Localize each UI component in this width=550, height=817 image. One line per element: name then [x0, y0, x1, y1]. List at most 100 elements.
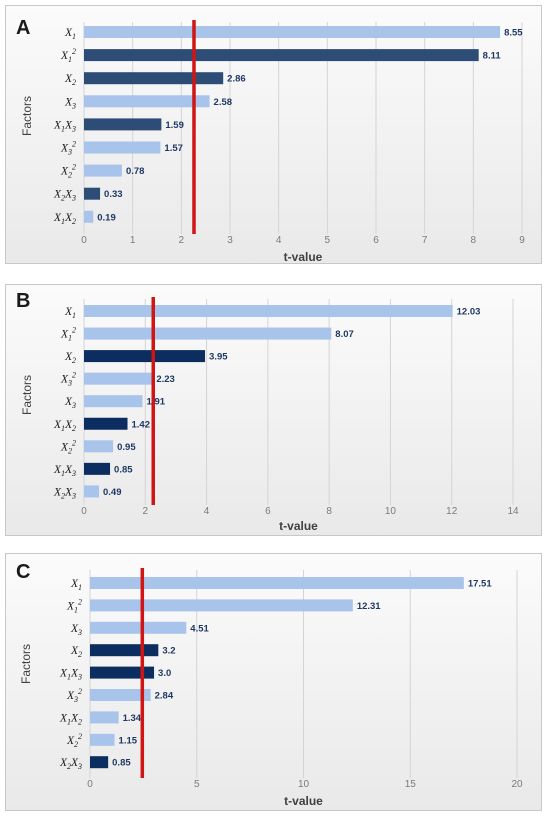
bar-x2: [90, 644, 159, 657]
data-label: 0.33: [104, 189, 123, 200]
bar-x2sq2: [84, 164, 122, 177]
data-label: 8.11: [483, 51, 502, 62]
bar-x2x3: [90, 756, 109, 769]
x-tick-label: 4: [276, 235, 282, 246]
category-label: X1X3​: [59, 668, 82, 682]
data-label: 1.59: [165, 120, 184, 131]
data-label: 0.95: [117, 442, 136, 453]
category-label: X1X3​: [53, 464, 76, 478]
category-label: X22​: [60, 438, 76, 455]
category-label: X2​: [64, 351, 76, 365]
panel-letter-b: B: [16, 290, 30, 312]
data-label: 2.58: [214, 97, 233, 108]
x-tick-label: 10: [298, 779, 310, 790]
x-tick-label: 20: [511, 779, 523, 790]
x-tick-label: 4: [204, 506, 210, 517]
bar-x1sq2: [84, 49, 479, 62]
data-label: 8.07: [335, 329, 354, 340]
bar-x1: [84, 26, 501, 38]
bar-x2sq2: [84, 440, 114, 453]
x-axis-title: t-value: [284, 794, 323, 808]
x-tick-label: 10: [385, 506, 397, 517]
x-tick-label: 14: [507, 506, 519, 517]
data-label: 12.31: [357, 601, 381, 612]
category-label: X1​: [70, 578, 82, 592]
data-label: 12.03: [457, 307, 481, 318]
bar-x3sq2: [84, 372, 153, 385]
bar-x1x3: [90, 666, 155, 679]
data-label: 0.19: [97, 212, 116, 223]
category-label: X1​: [64, 306, 76, 320]
category-label: X1​: [64, 27, 76, 41]
data-label: 1.57: [164, 143, 183, 154]
bar-x1x2: [84, 417, 128, 430]
bar-x1: [90, 577, 464, 589]
data-label: 2.86: [227, 74, 246, 85]
data-label: 1.15: [119, 735, 138, 746]
bar-x1x3: [84, 462, 111, 475]
data-label: 3.0: [158, 668, 171, 679]
data-label: 1.91: [147, 397, 166, 408]
x-tick-label: 5: [194, 779, 200, 790]
category-label: X1X2​: [53, 212, 76, 226]
bar-x2: [84, 350, 206, 363]
bar-x2sq2: [90, 733, 115, 746]
x-tick-label: 1: [130, 235, 136, 246]
x-axis-title: t-value: [284, 250, 323, 264]
category-label: X3​: [64, 96, 76, 110]
x-tick-label: 2: [179, 235, 185, 246]
chart-svg-c: C 0 5 10 15 20 X1​ 17.51 X12​ 12.31 X3​ 4.51 X2​ 3.2 X…: [16, 561, 523, 808]
x-tick-label: 0: [87, 779, 93, 790]
data-label: 8.55: [504, 28, 523, 39]
x-tick-label: 0: [81, 235, 87, 246]
bar-x1x3: [84, 118, 162, 131]
bar-x3sq2: [84, 141, 161, 154]
bar-x1x2: [90, 711, 119, 724]
category-label: X1X3​: [53, 119, 76, 133]
category-label: X22​: [60, 163, 76, 180]
chart-panel-a: A 0 1 2 3 4 5 6 7 8 9 X1​ 8.55 X12​ 8.11 X2​ 2.86 X3​ 2.58…: [5, 5, 542, 264]
y-axis-title: Factors: [20, 96, 34, 136]
y-axis-title: Factors: [20, 375, 34, 415]
x-tick-label: 15: [405, 779, 417, 790]
data-label: 17.51: [468, 579, 492, 590]
data-label: 3.95: [209, 352, 228, 363]
category-label: X2​: [64, 73, 76, 87]
x-tick-label: 0: [81, 506, 87, 517]
category-label: X32​: [60, 371, 76, 388]
data-label: 0.85: [112, 758, 131, 769]
category-label: X32​: [66, 687, 82, 704]
x-tick-label: 8: [326, 506, 332, 517]
chart-svg-b: B 0 2 4 6 8 10 12 14 X1​ 12.03 X12​ 8.07 X2​ 3.95 X32​ 2…: [16, 290, 519, 533]
data-label: 3.2: [162, 646, 175, 657]
bar-x1x2: [84, 210, 94, 223]
x-tick-label: 8: [471, 235, 477, 246]
category-label: X3​: [64, 396, 76, 410]
chart-svg-a: A 0 1 2 3 4 5 6 7 8 9 X1​ 8.55 X12​ 8.11 X2​ 2.86 X3​ 2.58…: [16, 17, 525, 264]
bar-x3: [90, 621, 187, 634]
bar-x2: [84, 72, 224, 85]
y-axis-title: Factors: [19, 644, 33, 684]
data-label: 1.42: [132, 419, 151, 430]
x-axis-title: t-value: [279, 519, 318, 533]
chart-panel-b: B 0 2 4 6 8 10 12 14 X1​ 12.03 X12​ 8.07 X2​ 3.95 X32​ 2…: [5, 284, 542, 536]
data-label: 0.78: [126, 166, 144, 177]
panel-letter-c: C: [16, 561, 30, 583]
x-tick-label: 5: [325, 235, 331, 246]
data-label: 4.51: [190, 623, 209, 634]
bar-x1: [84, 305, 453, 317]
x-tick-label: 9: [519, 235, 525, 246]
category-label: X2X3​: [53, 189, 76, 203]
bar-x2x3: [84, 485, 100, 498]
category-label: X12​: [60, 47, 76, 64]
category-label: X22​: [66, 732, 82, 749]
x-tick-label: 12: [446, 506, 458, 517]
category-label: X32​: [60, 140, 76, 157]
bar-x1sq2: [84, 327, 332, 340]
category-label: X2X3​: [53, 486, 76, 500]
x-tick-label: 6: [373, 235, 379, 246]
x-tick-label: 3: [227, 235, 233, 246]
bar-x3sq2: [90, 689, 151, 701]
category-label: X2X3​: [59, 757, 82, 771]
bar-x1sq2: [90, 599, 353, 612]
